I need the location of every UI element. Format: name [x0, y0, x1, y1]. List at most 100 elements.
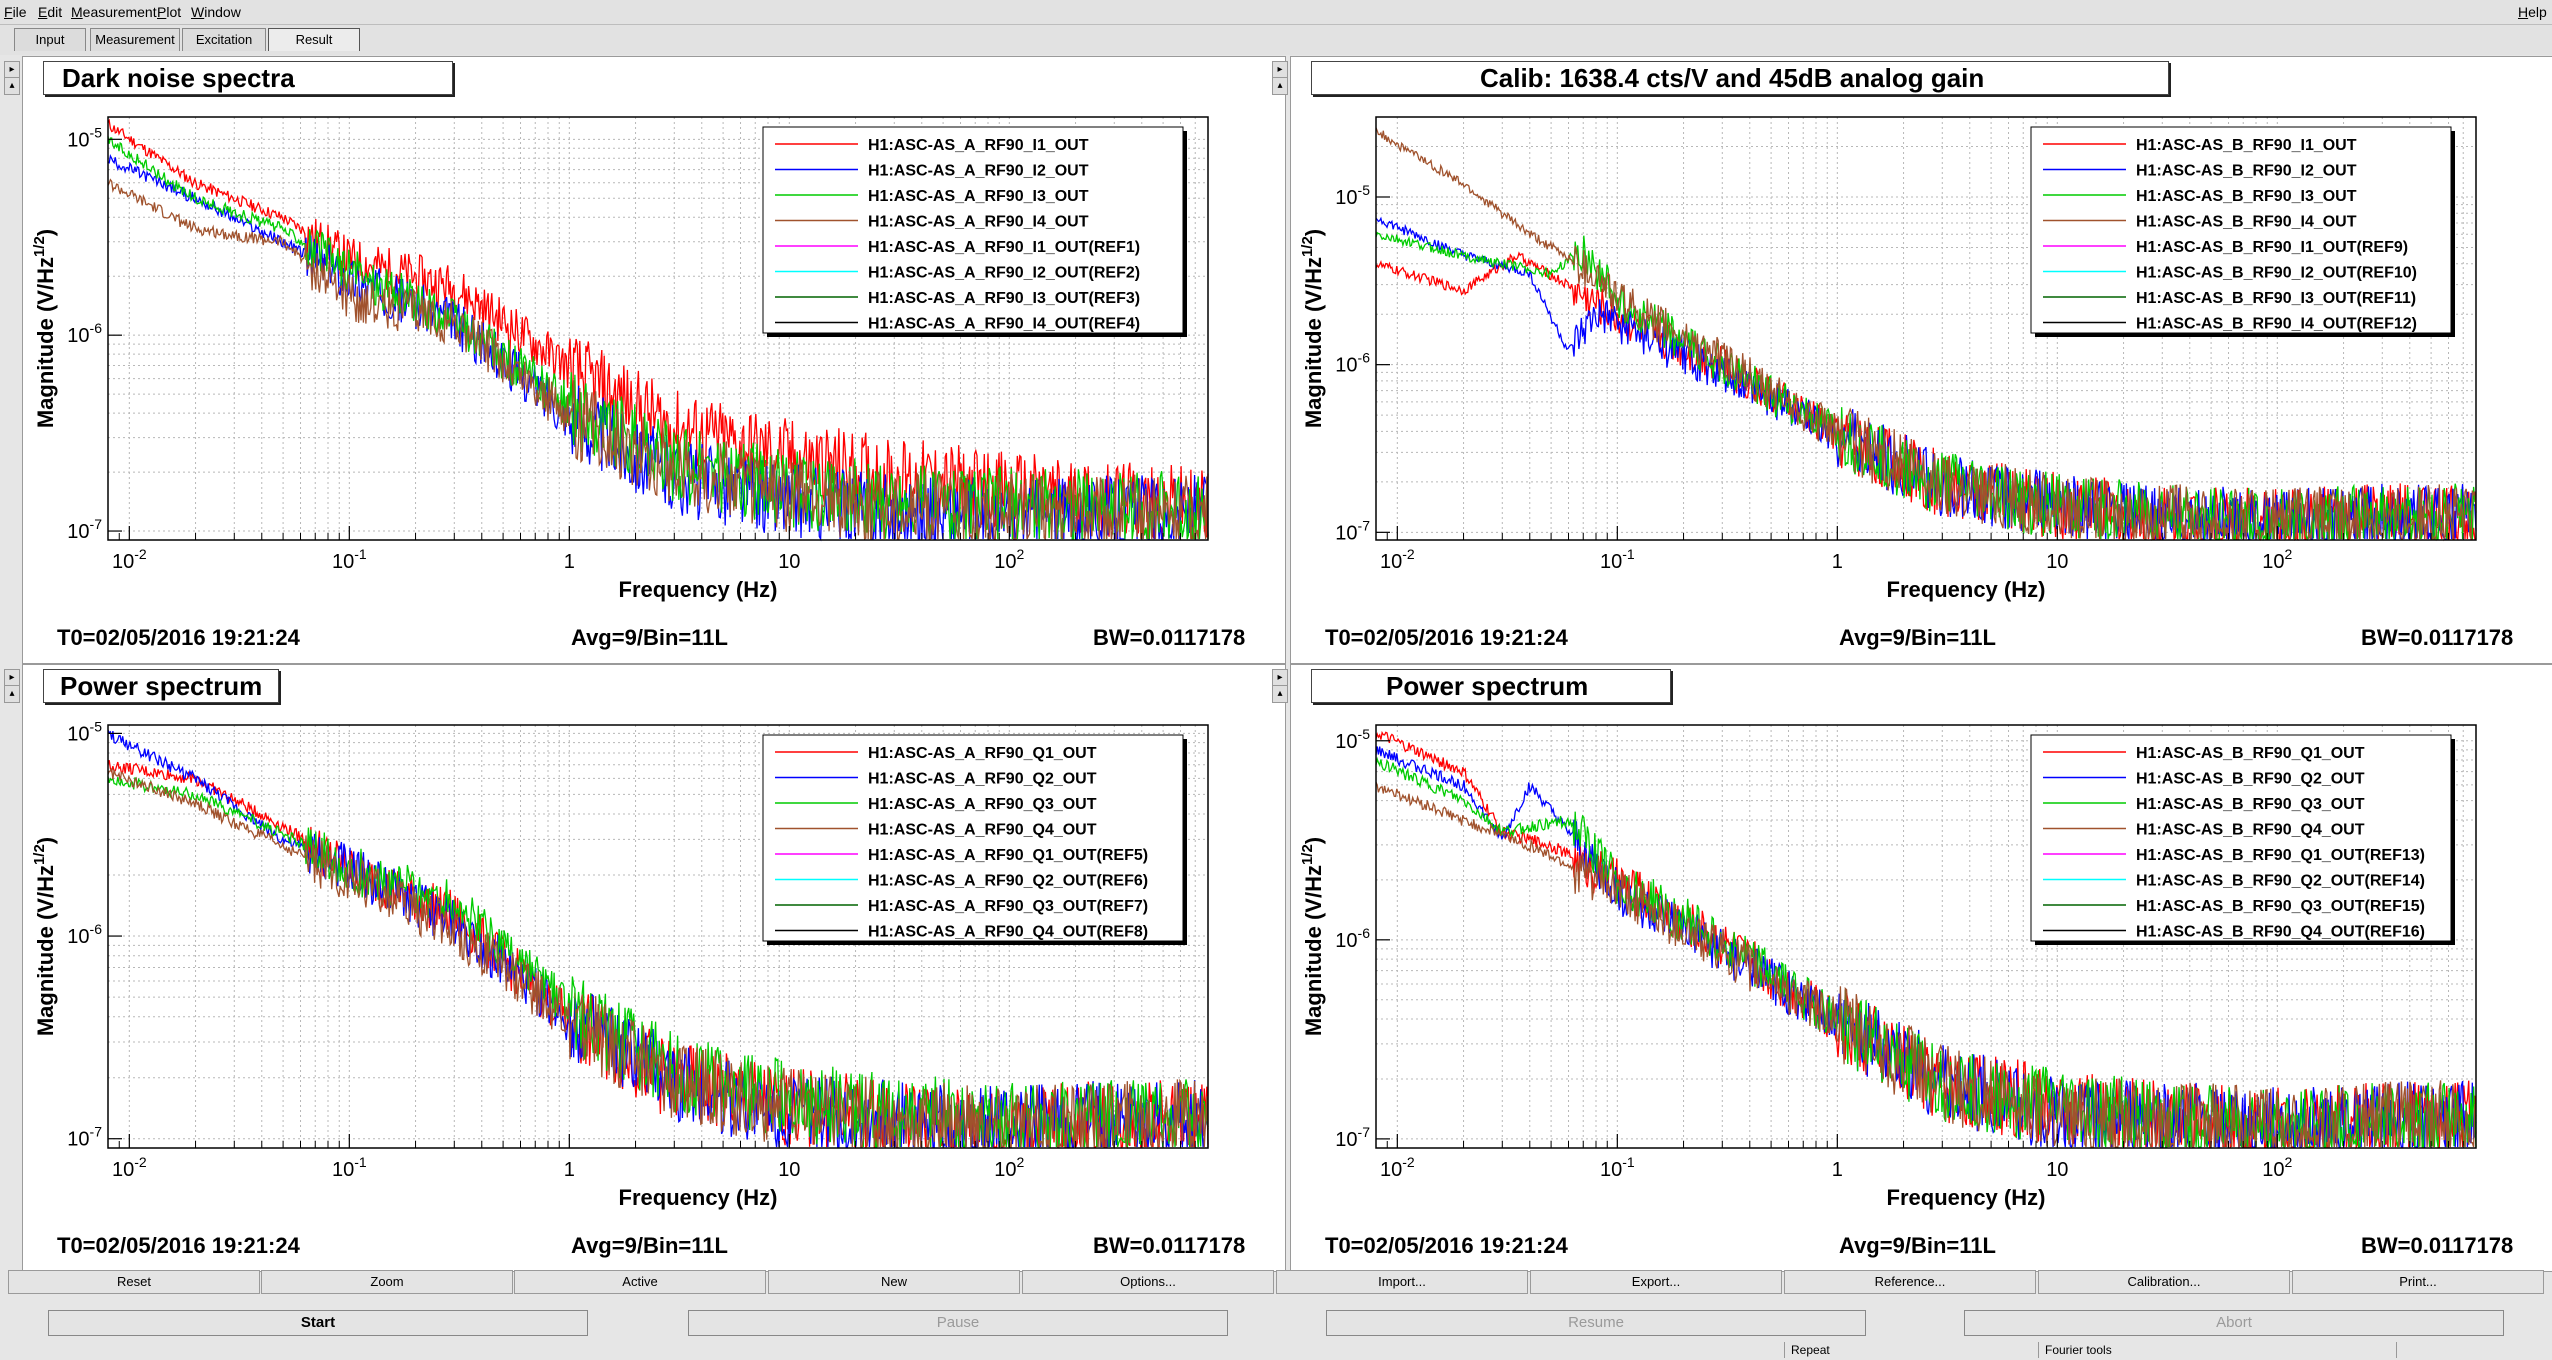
avg-label: Avg=9/Bin=11L — [1839, 1233, 1996, 1258]
chart-svg[interactable]: 10-2 10-1 1 10 102 10-7 10-6 10-5 Frequency (Hz)… — [23, 57, 1285, 617]
legend-entry: H1:ASC-AS_A_RF90_I1_OUT(REF1) — [868, 239, 1140, 256]
series-line — [107, 178, 1209, 541]
bw-label: BW=0.0117178 — [1093, 1233, 1246, 1258]
legend-entry: H1:ASC-AS_B_RF90_I2_OUT(REF10) — [2136, 265, 2417, 282]
import-button[interactable]: Import... — [1276, 1270, 1528, 1294]
legend-entry: H1:ASC-AS_B_RF90_Q4_OUT(REF16) — [2136, 924, 2425, 941]
y-axis-label: Magnitude (V/Hz1/2) — [1299, 229, 1326, 428]
legend-entry: H1:ASC-AS_A_RF90_I1_OUT — [868, 137, 1089, 154]
x-axis-label: Frequency (Hz) — [1887, 577, 2046, 602]
collapse-arrow-icon[interactable]: ▴ — [4, 77, 20, 95]
y-axis-label: Magnitude (V/Hz1/2) — [31, 229, 58, 428]
legend-entry: H1:ASC-AS_B_RF90_Q1_OUT(REF13) — [2136, 847, 2425, 864]
legend-entry: H1:ASC-AS_B_RF90_I3_OUT(REF11) — [2136, 290, 2416, 307]
legend-entry: H1:ASC-AS_B_RF90_Q3_OUT(REF15) — [2136, 898, 2425, 915]
x-tick-label: 10 — [2046, 551, 2068, 573]
plot-panel-top-left: ▸ ▴ Dark noise spectra 10-2 10-1 1 10 102 10-… — [4, 56, 1286, 664]
avg-label: Avg=9/Bin=11L — [571, 1233, 728, 1258]
legend-entry: H1:ASC-AS_B_RF90_Q2_OUT — [2136, 771, 2365, 788]
x-tick-label: 1 — [1832, 551, 1843, 573]
collapse-arrow-icon[interactable]: ▴ — [4, 685, 20, 703]
series-line — [1375, 231, 2476, 542]
y-axis-label: Magnitude (V/Hz1/2) — [31, 837, 58, 1036]
legend-entry: H1:ASC-AS_A_RF90_I4_OUT — [868, 214, 1089, 231]
series-line — [1375, 127, 2477, 542]
legend-entry: H1:ASC-AS_B_RF90_I4_OUT — [2136, 214, 2357, 231]
y-tick-label: 10-5 — [67, 124, 102, 151]
menu-plot[interactable]: Plot — [157, 4, 182, 20]
x-tick-label: 10-2 — [1380, 546, 1415, 573]
legend-entry: H1:ASC-AS_A_RF90_I3_OUT(REF3) — [868, 290, 1140, 307]
legend-entry: H1:ASC-AS_B_RF90_I1_OUT — [2136, 137, 2357, 154]
resume-button[interactable]: Resume — [1326, 1310, 1866, 1336]
y-tick-label: 10-6 — [67, 320, 102, 347]
plot-control-bar: Reset Zoom Active New Options... Import.… — [8, 1270, 2544, 1294]
status-empty — [2396, 1342, 2552, 1358]
export-button[interactable]: Export... — [1530, 1270, 1782, 1294]
tab-result[interactable]: Result — [268, 28, 360, 51]
legend-entry: H1:ASC-AS_A_RF90_I3_OUT — [868, 188, 1089, 205]
abort-button[interactable]: Abort — [1964, 1310, 2504, 1336]
reference-button[interactable]: Reference... — [1784, 1270, 2036, 1294]
plot-frame — [107, 116, 1209, 541]
x-tick-label: 10-1 — [332, 546, 367, 573]
series-line — [1375, 781, 2477, 1148]
zoom-button[interactable]: Zoom — [261, 1270, 513, 1294]
status-repeat: Repeat — [1784, 1342, 2037, 1358]
plot-panel-top-right: ▸ ▴ Calib: 1638.4 cts/V and 45dB analog … — [1272, 56, 2552, 664]
measurement-control-bar: Start Pause Resume Abort — [0, 1306, 2552, 1338]
legend-entry: H1:ASC-AS_A_RF90_I2_OUT — [868, 163, 1089, 180]
x-tick-label: 1 — [1832, 1159, 1843, 1181]
series-line — [1375, 216, 2477, 541]
menu-measurement[interactable]: Measurement — [71, 4, 157, 20]
reset-button[interactable]: Reset — [8, 1270, 260, 1294]
tab-input[interactable]: Input — [14, 28, 86, 51]
collapse-arrow-icon[interactable]: ▴ — [1272, 77, 1288, 95]
t0-label: T0=02/05/2016 19:21:24 — [57, 1233, 300, 1258]
legend-box — [2030, 126, 2452, 334]
x-axis-label: Frequency (Hz) — [619, 1185, 778, 1210]
plot-title: Calib: 1638.4 cts/V and 45dB analog gain — [1311, 61, 2169, 95]
legend-entry: H1:ASC-AS_B_RF90_Q3_OUT — [2136, 796, 2365, 813]
chart-svg[interactable]: 10-2 10-1 1 10 102 10-7 10-6 10-5 Frequency (Hz)… — [1291, 665, 2552, 1225]
start-button[interactable]: Start — [48, 1310, 588, 1336]
legend-entry: H1:ASC-AS_A_RF90_I4_OUT(REF4) — [868, 316, 1140, 333]
menu-help[interactable]: Help — [2518, 4, 2547, 20]
print-button[interactable]: Print... — [2292, 1270, 2544, 1294]
menu-edit[interactable]: Edit — [38, 4, 63, 20]
pause-button[interactable]: Pause — [688, 1310, 1228, 1336]
t0-label: T0=02/05/2016 19:21:24 — [1325, 1233, 1568, 1258]
y-tick-label: 10-6 — [1335, 350, 1370, 377]
plot-title: Power spectrum — [1311, 669, 1671, 703]
tab-excitation[interactable]: Excitation — [182, 28, 266, 51]
chart-svg[interactable]: 10-2 10-1 1 10 102 10-7 10-6 10-5 Frequency (Hz)… — [23, 665, 1285, 1225]
x-tick-label: 10-1 — [332, 1154, 367, 1181]
x-tick-label: 1 — [564, 551, 575, 573]
chart-svg[interactable]: 10-2 10-1 1 10 102 10-7 10-6 10-5 Frequency (Hz)… — [1291, 57, 2552, 617]
legend-entry: H1:ASC-AS_B_RF90_I3_OUT — [2136, 188, 2357, 205]
x-tick-label: 10 — [778, 1159, 800, 1181]
legend-entry: H1:ASC-AS_B_RF90_Q2_OUT(REF14) — [2136, 873, 2425, 890]
y-tick-label: 10-7 — [67, 516, 102, 543]
plot-title: Power spectrum — [43, 669, 279, 703]
x-axis-label: Frequency (Hz) — [619, 577, 778, 602]
calibration-button[interactable]: Calibration... — [2038, 1270, 2290, 1294]
status-fourier-tools: Fourier tools — [2038, 1342, 2395, 1358]
avg-label: Avg=9/Bin=11L — [571, 625, 728, 650]
x-tick-label: 10-2 — [112, 546, 147, 573]
new-button[interactable]: New — [768, 1270, 1020, 1294]
legend-entry: H1:ASC-AS_A_RF90_Q4_OUT(REF8) — [868, 924, 1148, 941]
active-button[interactable]: Active — [514, 1270, 766, 1294]
menu-file[interactable]: File — [4, 4, 27, 20]
legend-entry: H1:ASC-AS_A_RF90_Q3_OUT(REF7) — [868, 898, 1148, 915]
collapse-arrow-icon[interactable]: ▴ — [1272, 685, 1288, 703]
tab-measurement[interactable]: Measurement — [90, 28, 180, 51]
legend-entry: H1:ASC-AS_B_RF90_I1_OUT(REF9) — [2136, 239, 2408, 256]
legend-box — [762, 734, 1184, 942]
options-button[interactable]: Options... — [1022, 1270, 1274, 1294]
x-tick-label: 102 — [2262, 1154, 2292, 1181]
legend-entry: H1:ASC-AS_B_RF90_I2_OUT — [2136, 163, 2357, 180]
menu-window[interactable]: Window — [191, 4, 241, 20]
bw-label: BW=0.0117178 — [2361, 625, 2514, 650]
status-bar: Repeat Fourier tools — [0, 1340, 2552, 1360]
